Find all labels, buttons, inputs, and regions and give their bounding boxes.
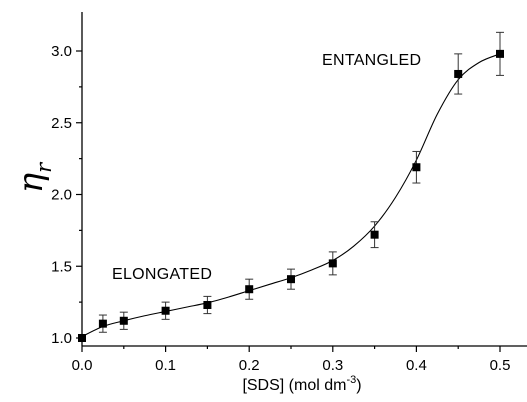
data-point — [203, 300, 212, 309]
x-axis-label-main: [SDS] (mol dm — [242, 377, 346, 394]
data-point — [78, 334, 86, 342]
data-point — [496, 49, 504, 58]
x-axis-label: [SDS] (mol dm-3) — [242, 374, 361, 394]
annotation-elongated: ELONGATED — [112, 266, 212, 283]
x-tick-label: 0.0 — [72, 357, 93, 374]
y-tick-label: 3.0 — [51, 43, 72, 60]
fit-curve-group — [81, 53, 501, 338]
annotation-entangled: ENTANGLED — [322, 52, 421, 69]
data-point — [98, 319, 107, 328]
data-point — [370, 230, 379, 239]
y-axis-label-main: η — [11, 172, 51, 193]
data-point — [412, 163, 421, 172]
x-axis-label-superscript: -3 — [346, 374, 356, 386]
fit-curve — [81, 53, 501, 338]
x-tick-label: 0.2 — [239, 357, 260, 374]
error-bars — [98, 31, 504, 333]
data-point — [287, 275, 295, 284]
data-markers — [78, 49, 504, 342]
axes — [81, 12, 527, 347]
y-tick-label: 2.5 — [51, 115, 72, 132]
y-tick-label: 2.0 — [51, 187, 72, 204]
data-point — [454, 69, 463, 78]
data-point — [161, 306, 170, 315]
y-tick-label: 1.5 — [51, 258, 72, 275]
y-tick-label: 1.0 — [51, 330, 72, 347]
data-point — [119, 316, 128, 325]
y-axis-label: ηr — [11, 161, 56, 193]
data-point — [328, 259, 337, 268]
x-tick-label: 0.5 — [490, 357, 511, 374]
y-axis-label-subscript: r — [32, 161, 56, 173]
data-point — [245, 285, 254, 294]
x-tick-label: 0.1 — [155, 357, 176, 374]
x-tick-label: 0.3 — [322, 357, 343, 374]
x-axis-label-close: ) — [356, 377, 361, 394]
ticks: 0.0 0.1 0.2 0.3 0.4 0.5 1.0 1.5 2.0 2.5 3.0 — [51, 43, 510, 374]
x-tick-label: 0.4 — [406, 357, 427, 374]
